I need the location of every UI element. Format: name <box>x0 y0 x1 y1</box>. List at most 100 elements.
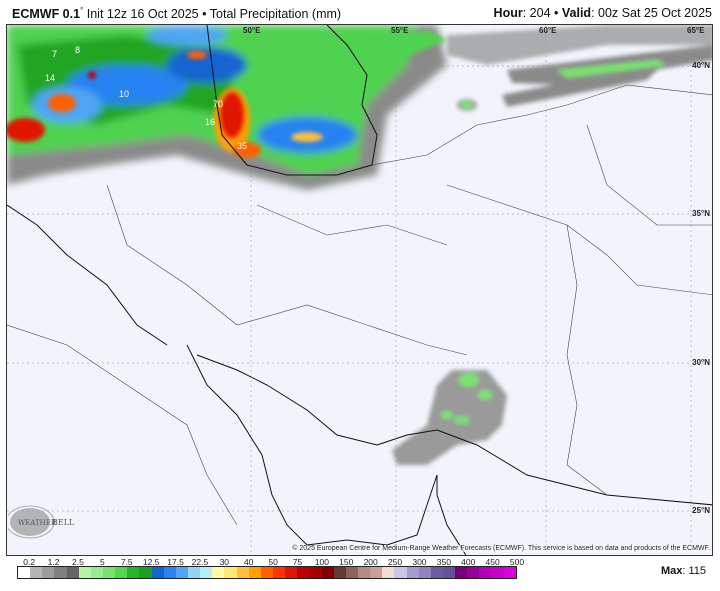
colorbar-swatch <box>418 567 431 578</box>
colorbar-swatch <box>357 567 371 578</box>
lon-label-50e: 50°E <box>243 26 261 35</box>
colorbar-swatch <box>236 567 249 578</box>
colorbar-swatch <box>491 567 504 578</box>
colorbar-swatch <box>455 567 468 578</box>
lat-label-40n: 40°N <box>692 61 710 70</box>
colorbar-swatch <box>18 567 31 578</box>
legend-tick-label: 0.2 <box>23 557 36 567</box>
colorbar-swatch <box>175 567 188 578</box>
degree-mark: ° <box>80 6 84 15</box>
legend-tick-label: 200 <box>363 557 378 567</box>
colorbar-swatch <box>139 567 152 578</box>
legend-tick-label: 75 <box>292 557 303 567</box>
precip-cluster-southeast <box>392 370 507 465</box>
colorbar-swatch <box>42 567 55 578</box>
colorbar-swatch <box>90 567 103 578</box>
colorbar-swatch <box>30 567 43 578</box>
legend-tick-label: 400 <box>461 557 476 567</box>
colorbar-swatch <box>503 567 516 578</box>
legend-tick-label: 300 <box>412 557 427 567</box>
hour-value: : 204 <box>522 6 551 20</box>
map-canvas: 14 8 7 10 70 35 16 <box>7 25 712 555</box>
max-label: Max <box>660 565 683 577</box>
lon-label-65e: 65°E <box>687 26 705 35</box>
contour-label: 35 <box>237 141 247 151</box>
colorbar-swatch <box>309 567 322 578</box>
legend-ticks: 0.2 1.2 2.5 5 7.5 12.5 17.5 22.5 30 40 50 75 100 150 2… <box>17 557 524 567</box>
precipitation-map: 14 8 7 10 70 35 16 50°E 55°E 60°E 65°E 4… <box>6 24 713 556</box>
colorbar-swatch <box>467 567 480 578</box>
legend-tick-label: 2.5 <box>72 557 84 567</box>
graticule <box>7 25 712 555</box>
precip-core-heavy <box>7 51 323 158</box>
svg-text:BELL: BELL <box>52 518 75 527</box>
colorbar-swatch <box>345 567 358 578</box>
legend-tick-label: 450 <box>485 557 500 567</box>
colorbar-swatch <box>127 567 140 578</box>
contour-label: 10 <box>119 89 129 99</box>
colorbar-swatch <box>297 567 310 578</box>
colorbar-swatch <box>102 567 116 578</box>
colorbar-swatch <box>224 567 237 578</box>
precip-band-northeast <box>367 25 712 111</box>
max-value: Max: 115 <box>661 565 706 577</box>
precipitation-colorbar <box>17 566 517 579</box>
product-name: Total Precipitation (mm) <box>209 7 342 22</box>
contour-label: 7 <box>52 49 57 59</box>
contour-label: 16 <box>205 117 215 127</box>
contour-labels: 14 8 7 10 70 35 16 <box>45 45 247 151</box>
colorbar-swatch <box>370 567 383 578</box>
colorbar-swatch <box>212 567 225 578</box>
svg-text:WEATHER: WEATHER <box>18 519 57 527</box>
contour-label: 8 <box>75 45 80 55</box>
colorbar-swatch <box>260 567 273 578</box>
country-borders <box>7 84 712 526</box>
separator: • <box>202 7 207 22</box>
lat-label-30n: 30°N <box>692 358 710 367</box>
coastlines <box>7 25 712 555</box>
colorbar-swatch <box>442 567 456 578</box>
colorbar-swatch <box>321 567 334 578</box>
legend-tick-label: 17.5 <box>167 557 184 567</box>
legend-tick-label: 100 <box>314 557 329 567</box>
legend-tick-label: 500 <box>509 557 525 567</box>
legend-tick-label: 7.5 <box>120 557 133 567</box>
colorbar-swatch <box>430 567 443 578</box>
colorbar-swatch <box>151 567 164 578</box>
colorbar-swatch <box>163 567 176 578</box>
colorbar-swatch <box>200 567 213 578</box>
colorbar-swatch <box>187 567 201 578</box>
colorbar-swatch <box>382 567 395 578</box>
colorbar-swatch <box>479 567 492 578</box>
lat-label-25n: 25°N <box>692 506 710 515</box>
weatherbell-logo: WEATHER BELL <box>5 505 78 539</box>
hour-label: Hour <box>493 6 523 20</box>
colorbar-swatch <box>272 567 286 578</box>
legend-tick-label: 350 <box>436 557 451 567</box>
model-name: ECMWF 0.1 <box>12 7 81 22</box>
lon-label-60e: 60°E <box>539 26 557 35</box>
contour-label: 70 <box>213 99 223 109</box>
valid-label: Valid <box>561 6 592 20</box>
legend-tick-label: 250 <box>387 557 403 567</box>
colorbar-swatch <box>333 567 346 578</box>
colorbar-swatch <box>54 567 67 578</box>
valid-value: : 00z Sat 25 Oct 2025 <box>591 6 712 20</box>
legend-tick-label: 40 <box>243 557 254 567</box>
valid-info: Hour: 204 • Valid: 00z Sat 25 Oct 2025 <box>494 6 712 20</box>
legend-tick-label: 30 <box>219 557 230 567</box>
legend-tick-label: 1.2 <box>47 557 60 567</box>
map-title: ECMWF 0.1° Init 12z 16 Oct 2025 • Total … <box>12 6 341 21</box>
copyright-credit: © 2025 European Centre for Medium-Range … <box>292 545 710 552</box>
lat-label-35n: 35°N <box>692 209 710 218</box>
legend-tick-label: 50 <box>268 557 278 567</box>
init-time: Init 12z 16 Oct 2025 <box>86 7 199 22</box>
legend-tick-label: 5 <box>99 557 105 567</box>
colorbar-swatch <box>66 567 79 578</box>
legend-tick-label: 150 <box>339 557 354 567</box>
colorbar-swatch <box>394 567 407 578</box>
contour-label: 14 <box>45 73 55 83</box>
legend-tick-label: 12.5 <box>142 557 160 567</box>
colorbar-swatch <box>285 567 298 578</box>
colorbar-swatch <box>406 567 419 578</box>
